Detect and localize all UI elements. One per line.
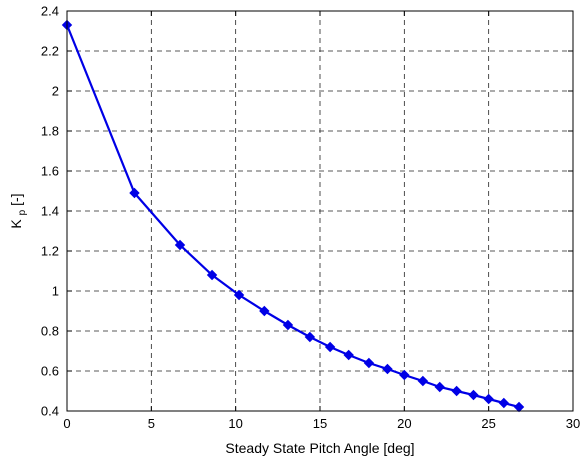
data-point-marker (233, 289, 245, 301)
data-point-marker (451, 385, 462, 397)
y-tick-label: 2.2 (41, 44, 59, 59)
x-tick-label: 20 (397, 416, 411, 431)
y-tick-label: 2 (52, 84, 59, 99)
data-point-marker (343, 349, 354, 361)
data-point-marker (324, 341, 336, 353)
ticks: 0 5 10 15 20 25 30 0.4 0.6 0.8 1 1.2 1.4 1.6 1.8 2 2.2 2.… (41, 4, 580, 432)
data-point-marker (483, 393, 494, 405)
x-tick-label: 5 (148, 416, 155, 431)
data-point-marker (468, 389, 479, 401)
y-tick-label: 0.6 (41, 364, 59, 379)
y-tick-label: 2.4 (41, 4, 59, 19)
data-point-marker (206, 269, 218, 281)
y-axis-title-suffix: [-] (8, 193, 24, 205)
x-tick-label: 10 (228, 416, 242, 431)
series-group (61, 19, 525, 413)
x-tick-label: 15 (313, 416, 327, 431)
data-point-marker (434, 381, 445, 393)
data-point-marker (417, 375, 429, 387)
y-tick-label: 0.4 (41, 404, 59, 419)
x-tick-label: 0 (63, 416, 70, 431)
x-tick-label: 25 (481, 416, 495, 431)
y-tick-label: 1.6 (41, 164, 59, 179)
y-tick-label: 0.8 (41, 324, 59, 339)
data-point-marker (174, 239, 186, 251)
y-axis-title-main: K (8, 219, 24, 229)
x-tick-label: 30 (566, 416, 580, 431)
grid (67, 11, 573, 411)
data-point-marker (399, 369, 410, 381)
data-point-marker (129, 187, 140, 199)
y-tick-label: 1.8 (41, 124, 59, 139)
x-axis-title: Steady State Pitch Angle [deg] (225, 440, 414, 456)
y-axis-title: K p [-] (8, 193, 28, 228)
data-point-marker (304, 331, 316, 343)
y-tick-label: 1 (52, 284, 59, 299)
data-point-marker (282, 319, 294, 331)
data-point-marker (498, 397, 510, 409)
data-point-marker (259, 305, 270, 317)
data-point-marker (382, 363, 393, 375)
y-axis-title-subscript: p (17, 209, 28, 215)
y-tick-label: 1.2 (41, 244, 59, 259)
data-point-marker (363, 357, 375, 369)
y-tick-label: 1.4 (41, 204, 59, 219)
